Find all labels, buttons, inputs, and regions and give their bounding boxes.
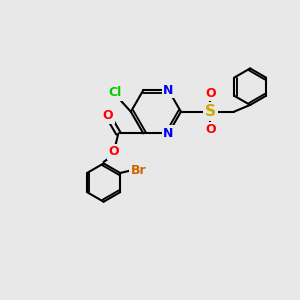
Text: Cl: Cl [108, 86, 121, 99]
Text: O: O [109, 145, 119, 158]
Text: Br: Br [130, 164, 146, 177]
Text: O: O [205, 87, 216, 100]
Text: N: N [163, 127, 174, 140]
Text: S: S [205, 104, 216, 119]
Text: O: O [205, 124, 216, 136]
Text: O: O [103, 109, 113, 122]
Text: N: N [163, 83, 174, 97]
